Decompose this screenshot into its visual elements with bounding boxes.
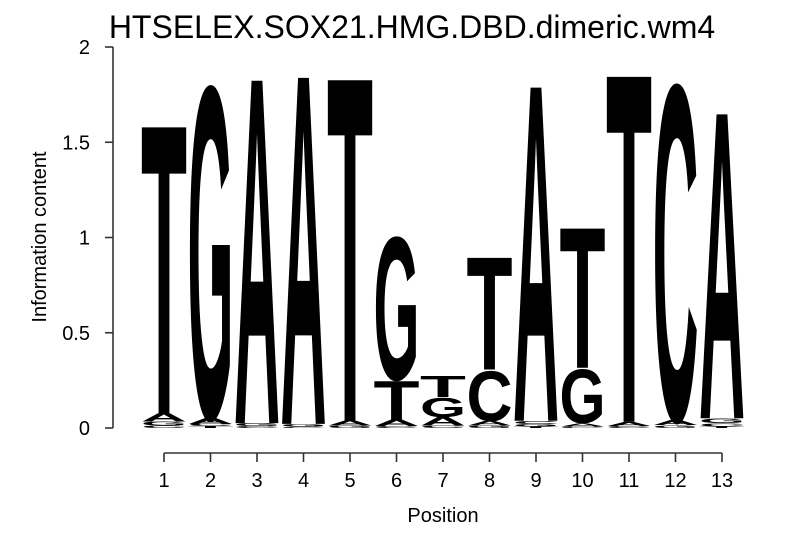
- logo-letter-c-pos13: C: [699, 422, 752, 428]
- y-axis: 0 0.5 1 1.5 2: [62, 37, 114, 440]
- logo-letter-t-pos10: T: [560, 185, 606, 411]
- logo-letter-c-pos6: C: [374, 425, 422, 429]
- logo-letter-a-pos3: A: [234, 0, 280, 529]
- logo-letter-c-pos2: C: [188, 423, 248, 427]
- y-axis-title: Information content: [29, 151, 51, 323]
- logo-letter-c-pos8: C: [467, 357, 513, 437]
- logo-letter-g-pos5: G: [327, 425, 383, 429]
- logo-letter-c-pos12: C: [653, 0, 699, 523]
- logo-letter-c-pos11: C: [606, 425, 654, 429]
- logo-letter-g-pos3: G: [234, 422, 290, 427]
- x-tick-label: 1: [158, 470, 169, 492]
- logo-letter-a-pos12: A: [653, 418, 704, 427]
- logo-letter-g-pos6: G: [374, 195, 420, 423]
- logo-letter-g-pos10: G: [560, 354, 606, 440]
- logo-letter-a-pos2: A: [188, 416, 234, 426]
- y-tick-label: 2: [79, 37, 90, 59]
- logo-letter-a-pos11: A: [606, 422, 660, 428]
- logo-letter-t-pos7: T: [420, 370, 467, 404]
- logo-letter-g-pos4: G: [281, 423, 328, 427]
- logo-letter-a-pos4: A: [281, 0, 327, 531]
- logo-letter-t-pos9: T: [513, 427, 583, 429]
- logo-letter-a-pos1: A: [141, 411, 189, 425]
- logo-letter-a-pos7: A: [420, 415, 468, 429]
- logo-letter-g-pos12: G: [653, 424, 699, 429]
- logo-letter-t-pos11: T: [606, 0, 652, 529]
- logo-letter-a-pos5: A: [327, 421, 373, 428]
- logo-letter-c-pos7: C: [420, 425, 480, 429]
- x-tick-label: 8: [484, 470, 495, 492]
- y-tick-label: 1.5: [62, 132, 90, 154]
- logo-letter-c-pos10: C: [560, 427, 619, 429]
- logo-letter-g-pos2: G: [188, 0, 234, 519]
- logo-letter-c-pos4: C: [281, 427, 340, 429]
- x-tick-label: 13: [711, 470, 733, 492]
- logo-letter-g-pos8: G: [467, 425, 523, 429]
- y-tick-label: 0.5: [62, 323, 90, 345]
- y-tick-label: 0: [79, 418, 90, 440]
- x-tick-label: 12: [664, 470, 686, 492]
- x-tick-label: 6: [391, 470, 402, 492]
- logo-letter-t-pos2: T: [188, 425, 245, 429]
- x-tick-label: 11: [619, 470, 640, 492]
- logo-letter-c-pos1: C: [141, 425, 201, 429]
- x-tick-label: 2: [205, 470, 216, 492]
- chart-title: HTSELEX.SOX21.HMG.DBD.dimeric.wm4: [109, 9, 715, 45]
- x-tick-label: 9: [530, 470, 541, 492]
- logo-letter-g-pos13: G: [699, 418, 745, 425]
- logo-letter-a-pos13: A: [699, 18, 745, 512]
- logo-letter-t-pos13: T: [699, 427, 769, 429]
- logo-letter-c-pos9: C: [513, 420, 566, 426]
- logo-letter-c-pos3: C: [234, 425, 282, 429]
- x-tick-label: 5: [344, 470, 355, 492]
- y-tick-label: 1: [79, 228, 90, 250]
- logo-letter-g-pos7: G: [420, 392, 466, 423]
- logo-letter-g-pos1: G: [141, 422, 192, 428]
- logo-letter-t-pos8: T: [467, 224, 513, 405]
- logo-letter-g-pos9: G: [513, 423, 569, 427]
- logo-letter-t-pos5: T: [327, 0, 373, 526]
- logo-letter-a-pos8: A: [467, 421, 515, 428]
- logo-letter-a-pos6: A: [374, 418, 422, 428]
- logo-letter-a-pos9: A: [513, 0, 559, 524]
- x-axis-title: Position: [407, 505, 478, 527]
- x-tick-label: 10: [571, 470, 593, 492]
- x-tick-label: 4: [298, 470, 309, 492]
- x-tick-label: 7: [437, 470, 448, 492]
- x-axis: 1 2 3 4 5 6 7 8 9 10 11 12 13: [158, 452, 733, 492]
- x-tick-label: 3: [251, 470, 262, 492]
- logo-letter-t-pos1: T: [141, 37, 187, 501]
- logo-letter-a-pos10: A: [560, 422, 613, 428]
- logo-letter-t-pos6: T: [374, 368, 420, 431]
